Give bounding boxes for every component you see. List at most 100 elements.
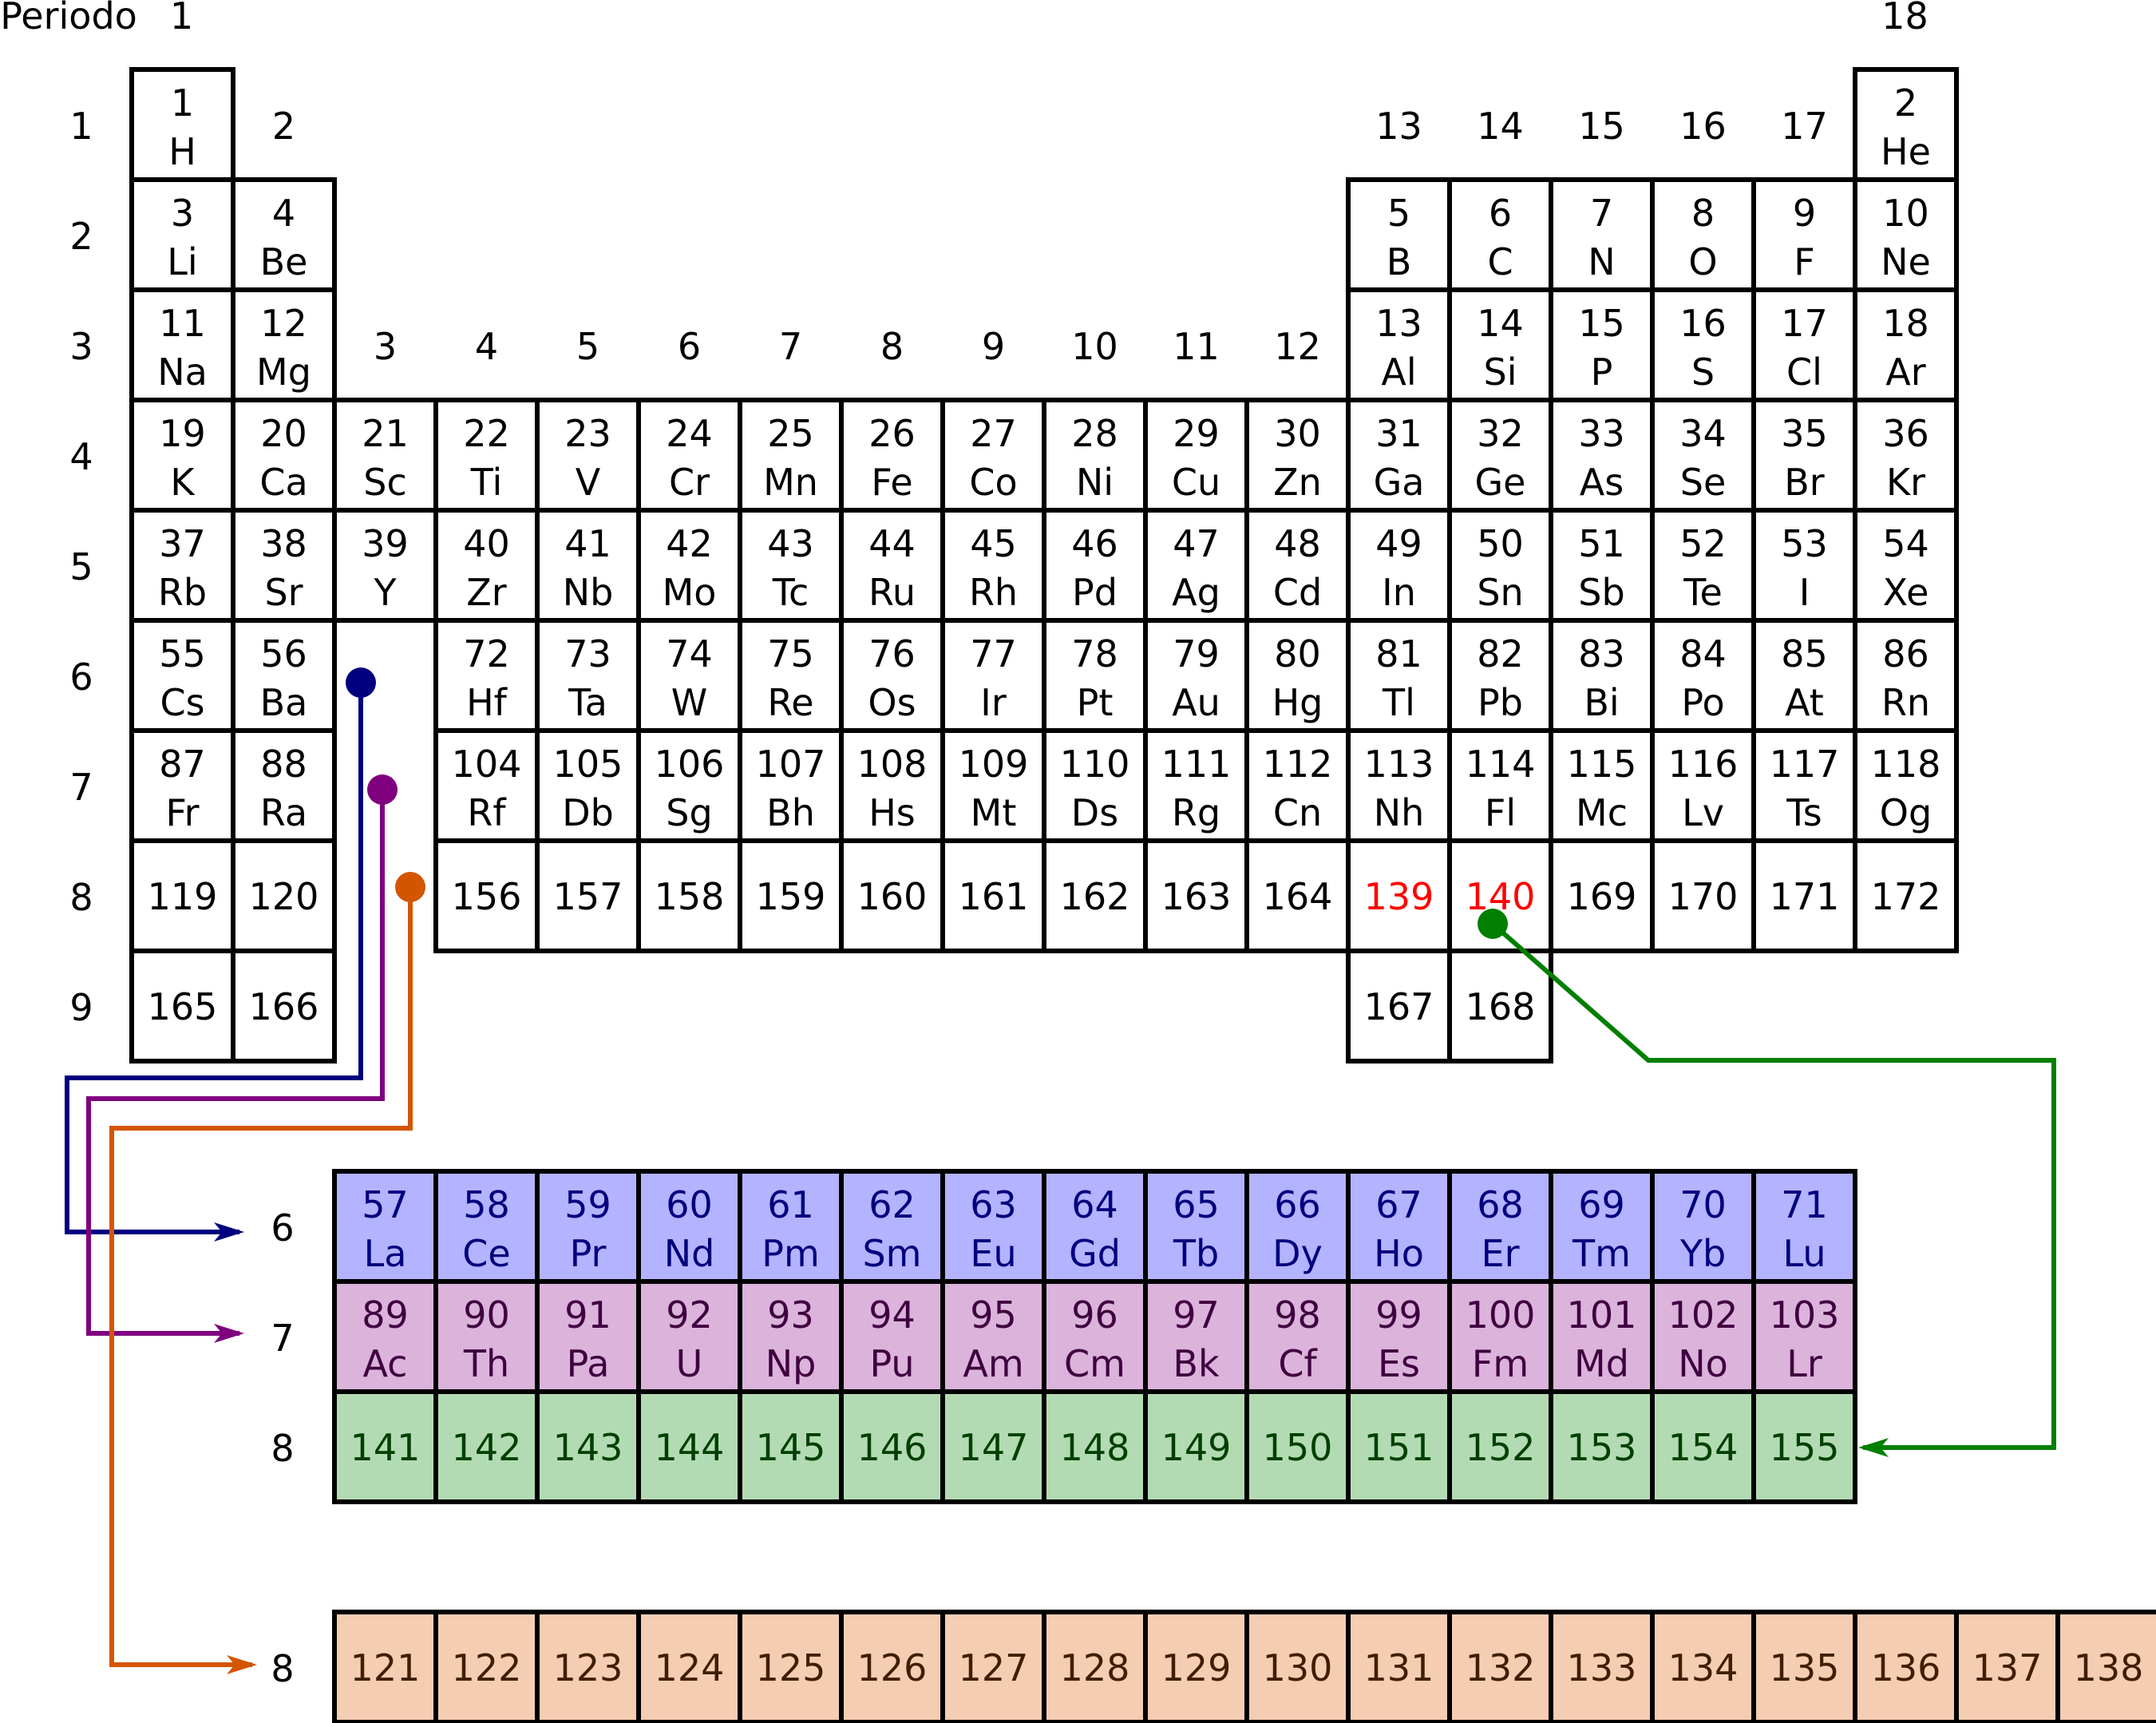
element-cell-box xyxy=(1244,508,1351,623)
group-label: 13 xyxy=(1375,105,1422,148)
element-cell-box xyxy=(1751,1389,1857,1504)
atomic-number: 163 xyxy=(1161,875,1232,918)
element-cell: 117 Ts xyxy=(1751,728,1857,843)
group-label: 10 xyxy=(1071,325,1118,368)
atomic-number: 58 xyxy=(463,1183,510,1226)
element-cell-box xyxy=(535,728,641,843)
atomic-number: 151 xyxy=(1364,1426,1434,1469)
element-symbol: At xyxy=(1785,681,1824,724)
element-symbol: Cm xyxy=(1064,1342,1125,1385)
element-symbol: Fr xyxy=(165,791,199,834)
atomic-number: 162 xyxy=(1060,875,1130,918)
atomic-number: 28 xyxy=(1071,412,1118,455)
element-cell: 153 xyxy=(1549,1389,1655,1504)
element-cell-box xyxy=(1143,1279,1249,1394)
element-cell: 96 Cm xyxy=(1042,1279,1148,1394)
element-symbol: Mn xyxy=(763,461,818,504)
element-cell: 99 Es xyxy=(1346,1279,1452,1394)
element-cell: 45 Rh xyxy=(940,508,1046,623)
element-cell-box xyxy=(636,398,742,513)
atomic-number: 117 xyxy=(1770,743,1840,786)
element-cell-box xyxy=(1549,618,1655,733)
element-cell-box xyxy=(1549,287,1655,402)
element-cell: 40 Zr xyxy=(433,508,540,623)
atomic-number: 45 xyxy=(970,522,1017,565)
element-cell-box xyxy=(1447,398,1553,513)
element-cell: 14 Si xyxy=(1447,287,1553,402)
atomic-number: 5 xyxy=(1387,192,1410,235)
element-cell: 7N xyxy=(1549,177,1655,292)
element-symbol: Sg xyxy=(666,791,712,834)
element-cell-box xyxy=(839,838,945,953)
atomic-number: 115 xyxy=(1567,743,1637,786)
atomic-number: 27 xyxy=(970,412,1017,455)
atomic-number: 125 xyxy=(756,1646,826,1689)
group-labels: 1 182 13 14 15 16 173 4 5 6 7 8 9 10 11 12 xyxy=(170,0,1929,368)
element-symbol: Cf xyxy=(1278,1342,1318,1385)
atomic-number: 143 xyxy=(553,1426,623,1469)
element-cell: 137 xyxy=(1954,1610,2060,1723)
atomic-number: 54 xyxy=(1882,522,1929,565)
atomic-number: 80 xyxy=(1274,632,1321,675)
element-cell-box xyxy=(433,618,540,733)
element-cell: 2 He xyxy=(1853,67,1959,182)
atomic-number: 68 xyxy=(1477,1183,1524,1226)
atomic-number: 74 xyxy=(666,632,713,675)
element-symbol: La xyxy=(364,1232,407,1275)
main-table: 1H2He3Li4Be5B6C7N8O9F10Ne11Na12Mg13Al14S… xyxy=(129,67,1959,1064)
element-cell: 36 Kr xyxy=(1853,398,1959,513)
atomic-number: 7 xyxy=(1590,192,1613,235)
element-symbol: Rf xyxy=(467,791,507,834)
element-cell: 139 xyxy=(1346,838,1452,953)
element-symbol: Ts xyxy=(1786,791,1822,834)
element-symbol: Nb xyxy=(563,571,614,614)
atomic-number: 166 xyxy=(249,985,319,1028)
element-symbol: Sn xyxy=(1477,571,1523,614)
element-cell-box xyxy=(1751,618,1857,733)
element-cell: 73 Ta xyxy=(535,618,641,733)
element-cell-box xyxy=(231,949,337,1064)
atomic-number: 158 xyxy=(655,875,725,918)
element-symbol: Ti xyxy=(470,461,502,504)
element-cell-box xyxy=(231,728,337,843)
element-cell: 82 Pb xyxy=(1447,618,1553,733)
element-cell-box xyxy=(1954,1610,2060,1723)
element-symbol: S xyxy=(1691,351,1715,394)
atomic-number: 46 xyxy=(1071,522,1118,565)
atomic-number: 123 xyxy=(553,1646,623,1689)
atomic-number: 93 xyxy=(767,1293,814,1337)
element-cell: 126 xyxy=(839,1610,945,1723)
element-cell: 156 xyxy=(433,838,540,953)
element-symbol: Er xyxy=(1482,1232,1520,1275)
atomic-number: 101 xyxy=(1567,1293,1637,1337)
element-cell-box xyxy=(1447,1169,1553,1284)
element-cell-box xyxy=(940,1279,1046,1394)
element-symbol: Dy xyxy=(1272,1232,1323,1275)
element-cell: 66 Dy xyxy=(1244,1169,1351,1284)
element-cell: 113 Nh xyxy=(1346,728,1452,843)
element-symbol: Fl xyxy=(1485,791,1516,834)
element-cell-box xyxy=(1143,508,1249,623)
element-cell-box xyxy=(535,508,641,623)
element-cell: 92 U xyxy=(636,1279,742,1394)
element-symbol: Sm xyxy=(862,1232,921,1275)
element-cell-box xyxy=(738,508,844,623)
actinides-row: 7 89 Ac 90 Th 91 Pa 92 U 93 Np 94 Pu 95 Am 96 Cm 97 Bk 98 Cf… xyxy=(271,1279,1857,1394)
element-cell: 70 Yb xyxy=(1650,1169,1756,1284)
element-cell: 150 xyxy=(1244,1389,1351,1504)
element-cell: 157 xyxy=(535,838,641,953)
element-cell: 87 Fr xyxy=(129,728,235,843)
element-symbol: Mg xyxy=(256,351,311,394)
element-cell-box xyxy=(1042,1389,1148,1504)
connector-lines xyxy=(65,667,2056,1674)
atomic-number: 66 xyxy=(1274,1183,1321,1226)
element-cell-box xyxy=(1549,838,1655,953)
element-cell: 107 Bh xyxy=(738,728,844,843)
atomic-number: 26 xyxy=(868,412,916,455)
element-cell-box xyxy=(839,508,945,623)
element-cell: 11 Na xyxy=(129,287,235,402)
element-symbol: N xyxy=(1588,240,1615,283)
atomic-number: 113 xyxy=(1364,743,1434,786)
atomic-number: 81 xyxy=(1375,632,1422,675)
atomic-number: 147 xyxy=(959,1426,1029,1469)
